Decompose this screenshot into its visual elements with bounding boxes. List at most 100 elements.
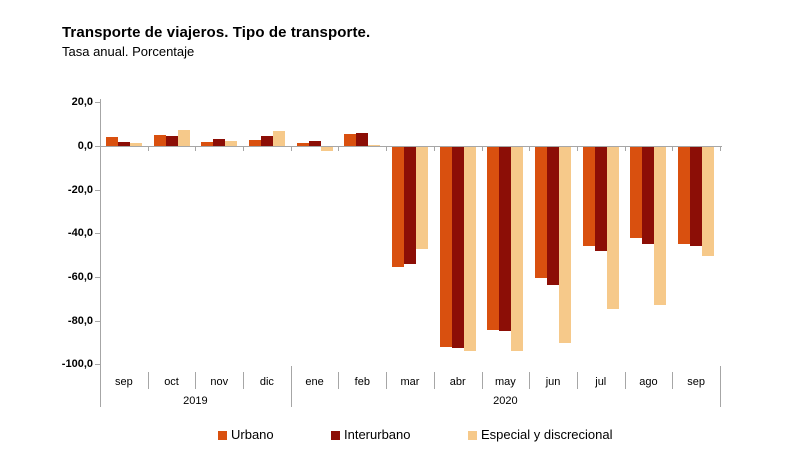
x-tick-label-ago-2020: ago bbox=[639, 376, 658, 388]
chart-subtitle: Tasa anual. Porcentaje bbox=[62, 44, 195, 59]
bar-interurbano-abr-2020 bbox=[451, 147, 464, 348]
year-label-2019: 2019 bbox=[183, 395, 208, 407]
bar-interurbano-sep-2019 bbox=[117, 141, 130, 146]
bar-interurbano-feb-2020 bbox=[356, 132, 369, 146]
x-axis-tick bbox=[338, 147, 340, 151]
bar-urbano-abr-2020 bbox=[439, 147, 452, 347]
bar-especial-y-discrecional-feb-2020 bbox=[368, 145, 381, 146]
x-tick-label-sep-2020: sep bbox=[687, 376, 706, 388]
month-separator bbox=[433, 372, 435, 389]
x-tick-label-nov-2019: nov bbox=[210, 376, 229, 388]
month-separator bbox=[576, 372, 578, 389]
x-axis-tick bbox=[243, 147, 245, 151]
bar-interurbano-jul-2020 bbox=[594, 147, 607, 251]
x-axis-tick bbox=[481, 147, 483, 151]
y-axis-tick bbox=[95, 146, 100, 147]
month-separator bbox=[147, 372, 149, 389]
month-separator bbox=[243, 372, 245, 389]
month-separator bbox=[481, 372, 483, 389]
bar-urbano-sep-2019 bbox=[105, 136, 118, 146]
y-axis-line bbox=[100, 99, 101, 407]
year-separator bbox=[290, 366, 292, 407]
bar-especial-y-discrecional-mar-2020 bbox=[416, 147, 428, 249]
month-separator bbox=[195, 372, 197, 389]
bar-urbano-sep-2020 bbox=[678, 147, 691, 244]
bar-urbano-feb-2020 bbox=[344, 133, 357, 146]
y-tick-label: -100,0 bbox=[61, 358, 93, 371]
y-tick-label: -40,0 bbox=[67, 227, 93, 240]
bar-urbano-nov-2019 bbox=[201, 141, 214, 146]
chart-title: Transporte de viajeros. Tipo de transpor… bbox=[62, 24, 371, 41]
x-axis-zero-line bbox=[100, 146, 722, 147]
legend-label-especial-y-discrecional: Especial y discrecional bbox=[481, 427, 613, 442]
axis-right-separator bbox=[720, 366, 721, 407]
x-axis-tick bbox=[720, 147, 721, 151]
y-axis-tick bbox=[95, 276, 100, 278]
bar-interurbano-may-2020 bbox=[499, 147, 512, 332]
bar-especial-y-discrecional-may-2020 bbox=[511, 147, 524, 352]
bar-urbano-oct-2019 bbox=[153, 135, 166, 146]
legend-swatch-especial-y-discrecional bbox=[468, 431, 477, 440]
bar-interurbano-jun-2020 bbox=[547, 147, 560, 285]
y-tick-label: 20,0 bbox=[71, 96, 93, 109]
bar-interurbano-mar-2020 bbox=[404, 147, 416, 265]
x-tick-label-may-2020: may bbox=[494, 376, 516, 388]
x-axis-tick bbox=[195, 147, 197, 151]
bar-especial-y-discrecional-ene-2020 bbox=[320, 147, 333, 152]
x-axis-tick bbox=[433, 147, 435, 151]
y-axis-tick bbox=[95, 320, 100, 322]
x-tick-label-jun-2020: jun bbox=[545, 376, 561, 388]
bar-urbano-jul-2020 bbox=[582, 147, 595, 246]
y-axis-tick bbox=[95, 189, 100, 191]
y-tick-label: 0,0 bbox=[77, 140, 93, 152]
bar-urbano-ene-2020 bbox=[296, 142, 309, 146]
x-axis-tick bbox=[147, 147, 149, 151]
month-separator bbox=[624, 372, 626, 389]
x-tick-label-oct-2019: oct bbox=[164, 376, 179, 388]
month-separator bbox=[529, 372, 531, 389]
x-axis-tick bbox=[576, 147, 578, 151]
legend-swatch-urbano bbox=[218, 431, 227, 440]
bar-especial-y-discrecional-oct-2019 bbox=[177, 129, 190, 146]
x-axis-tick bbox=[290, 147, 292, 151]
x-axis-tick bbox=[529, 147, 531, 151]
legend-swatch-interurbano bbox=[331, 431, 340, 440]
y-tick-label: -60,0 bbox=[67, 270, 93, 283]
bar-interurbano-oct-2019 bbox=[165, 135, 178, 146]
y-axis-tick bbox=[95, 364, 100, 366]
month-separator bbox=[672, 372, 674, 389]
y-tick-label: -80,0 bbox=[67, 314, 93, 327]
year-label-2020: 2020 bbox=[493, 395, 518, 407]
bar-especial-y-discrecional-sep-2019 bbox=[129, 143, 142, 146]
bar-interurbano-ago-2020 bbox=[642, 147, 655, 244]
bar-especial-y-discrecional-dic-2019 bbox=[272, 130, 285, 146]
x-tick-label-sep-2019: sep bbox=[114, 376, 133, 388]
x-axis-tick bbox=[624, 147, 626, 151]
bar-especial-y-discrecional-sep-2020 bbox=[702, 147, 715, 256]
x-tick-label-abr-2020: abr bbox=[449, 376, 466, 388]
bar-urbano-ago-2020 bbox=[630, 147, 643, 238]
bar-interurbano-sep-2020 bbox=[690, 147, 703, 246]
legend-label-urbano: Urbano bbox=[231, 427, 274, 442]
y-axis-tick bbox=[95, 102, 100, 104]
month-separator bbox=[338, 372, 340, 389]
x-axis-tick bbox=[386, 147, 388, 151]
bar-interurbano-nov-2019 bbox=[213, 139, 226, 146]
bar-interurbano-dic-2019 bbox=[260, 135, 273, 146]
legend-label-interurbano: Interurbano bbox=[344, 427, 411, 442]
bar-interurbano-ene-2020 bbox=[308, 140, 321, 146]
x-tick-label-dic-2019: dic bbox=[259, 376, 274, 388]
bar-urbano-may-2020 bbox=[487, 147, 500, 330]
bar-urbano-jun-2020 bbox=[535, 147, 548, 278]
bar-especial-y-discrecional-ago-2020 bbox=[654, 147, 667, 305]
y-tick-label: -20,0 bbox=[67, 183, 93, 196]
bar-especial-y-discrecional-jul-2020 bbox=[606, 147, 619, 309]
x-tick-label-mar-2020: mar bbox=[400, 376, 420, 388]
bar-especial-y-discrecional-jun-2020 bbox=[559, 147, 572, 344]
bar-especial-y-discrecional-abr-2020 bbox=[463, 147, 476, 351]
bar-especial-y-discrecional-nov-2019 bbox=[225, 140, 238, 146]
bar-urbano-dic-2019 bbox=[248, 139, 261, 146]
y-axis-tick bbox=[95, 233, 100, 235]
month-separator bbox=[386, 372, 388, 389]
